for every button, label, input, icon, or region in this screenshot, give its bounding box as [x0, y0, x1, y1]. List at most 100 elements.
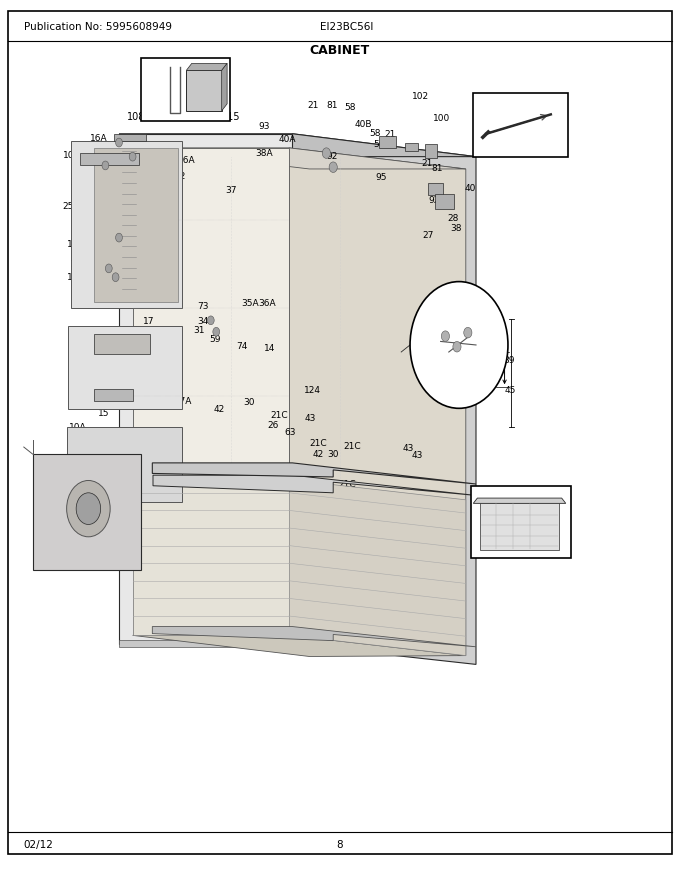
- Text: 10A: 10A: [69, 423, 87, 432]
- Text: 95: 95: [375, 173, 386, 182]
- Text: 28: 28: [447, 214, 458, 223]
- Text: 59: 59: [435, 325, 446, 334]
- Text: 21: 21: [422, 159, 432, 168]
- Text: 102: 102: [411, 92, 429, 101]
- Text: CAEI23BC56IBB: CAEI23BC56IBB: [60, 556, 137, 567]
- Text: 9: 9: [146, 441, 151, 450]
- Text: 15: 15: [78, 282, 88, 291]
- Text: 60: 60: [120, 372, 131, 381]
- Text: 16A: 16A: [178, 156, 196, 165]
- Text: 5: 5: [52, 471, 57, 480]
- Text: 36: 36: [466, 326, 477, 334]
- Polygon shape: [114, 134, 146, 141]
- Bar: [435, 194, 454, 209]
- Text: 115: 115: [222, 112, 241, 122]
- Text: 15: 15: [120, 140, 131, 149]
- Text: 92: 92: [326, 152, 337, 161]
- Text: 34: 34: [197, 317, 208, 326]
- Polygon shape: [186, 70, 222, 111]
- Text: 107A: 107A: [169, 397, 192, 406]
- Text: 25: 25: [143, 209, 154, 217]
- Text: CABINET: CABINET: [310, 44, 370, 56]
- Text: 21A: 21A: [44, 515, 62, 524]
- Text: 21: 21: [307, 101, 318, 110]
- Text: 60: 60: [82, 165, 92, 173]
- Polygon shape: [292, 134, 476, 664]
- Text: 38: 38: [450, 224, 461, 233]
- Text: 73: 73: [197, 302, 208, 311]
- Text: 60: 60: [186, 541, 197, 550]
- Text: 17: 17: [143, 317, 154, 326]
- Text: 18: 18: [141, 297, 152, 305]
- Text: 21A: 21A: [44, 502, 62, 511]
- Text: 8: 8: [113, 476, 118, 485]
- Text: 02/12: 02/12: [24, 840, 54, 850]
- Polygon shape: [153, 475, 476, 495]
- Text: 40B: 40B: [355, 121, 373, 129]
- Bar: [405, 143, 418, 151]
- Text: 81: 81: [326, 101, 337, 110]
- Text: 28: 28: [347, 495, 358, 504]
- Text: 56: 56: [374, 140, 385, 149]
- Circle shape: [116, 233, 122, 242]
- Circle shape: [322, 148, 330, 158]
- Polygon shape: [133, 148, 289, 635]
- Polygon shape: [289, 480, 466, 656]
- Text: 116: 116: [167, 93, 186, 104]
- Text: 45: 45: [505, 386, 515, 395]
- Text: 8: 8: [337, 840, 343, 850]
- Text: 92: 92: [443, 202, 454, 211]
- Text: 122: 122: [70, 459, 87, 468]
- Polygon shape: [152, 463, 476, 484]
- Text: 30: 30: [328, 450, 339, 458]
- Circle shape: [207, 316, 214, 325]
- Text: 100: 100: [433, 114, 451, 123]
- Bar: [473, 93, 568, 157]
- Text: EI23BC56I: EI23BC56I: [320, 22, 373, 33]
- Text: 21C: 21C: [270, 411, 288, 420]
- Text: 89: 89: [503, 356, 514, 365]
- Polygon shape: [133, 480, 289, 635]
- Bar: [428, 183, 443, 195]
- Text: Publication No: 5995608949: Publication No: 5995608949: [24, 22, 172, 33]
- Polygon shape: [80, 153, 139, 165]
- Polygon shape: [94, 389, 133, 401]
- Text: 72: 72: [241, 495, 252, 504]
- Text: 35A: 35A: [241, 299, 259, 308]
- Text: 43: 43: [412, 451, 423, 460]
- Circle shape: [441, 331, 449, 341]
- Text: 90: 90: [511, 122, 522, 131]
- Bar: [379, 136, 396, 148]
- Text: 106A: 106A: [89, 341, 112, 349]
- Text: 1: 1: [35, 469, 40, 478]
- Text: 16B: 16B: [85, 399, 103, 407]
- Text: 31: 31: [193, 326, 204, 335]
- Circle shape: [112, 273, 119, 282]
- Text: 59: 59: [209, 335, 220, 344]
- Polygon shape: [67, 427, 182, 502]
- Polygon shape: [473, 498, 566, 503]
- Polygon shape: [152, 627, 476, 647]
- Text: 43: 43: [403, 444, 413, 453]
- Bar: [425, 144, 437, 158]
- Polygon shape: [119, 134, 476, 157]
- Text: 25: 25: [63, 202, 73, 211]
- Bar: [141, 58, 230, 121]
- Circle shape: [116, 138, 122, 147]
- Text: 27: 27: [423, 231, 434, 240]
- Circle shape: [213, 327, 220, 336]
- Text: 37: 37: [226, 186, 237, 194]
- Text: 20: 20: [156, 161, 167, 170]
- Text: 40: 40: [465, 184, 476, 193]
- Polygon shape: [480, 503, 559, 550]
- Text: 10: 10: [71, 178, 82, 187]
- Text: 15: 15: [98, 409, 109, 418]
- Polygon shape: [186, 63, 227, 70]
- Text: 13: 13: [143, 466, 154, 474]
- Text: 21: 21: [385, 130, 396, 139]
- Polygon shape: [133, 148, 466, 169]
- Text: 74: 74: [237, 342, 248, 351]
- Circle shape: [102, 161, 109, 170]
- Text: 9: 9: [128, 466, 133, 474]
- Text: 16A: 16A: [90, 134, 107, 143]
